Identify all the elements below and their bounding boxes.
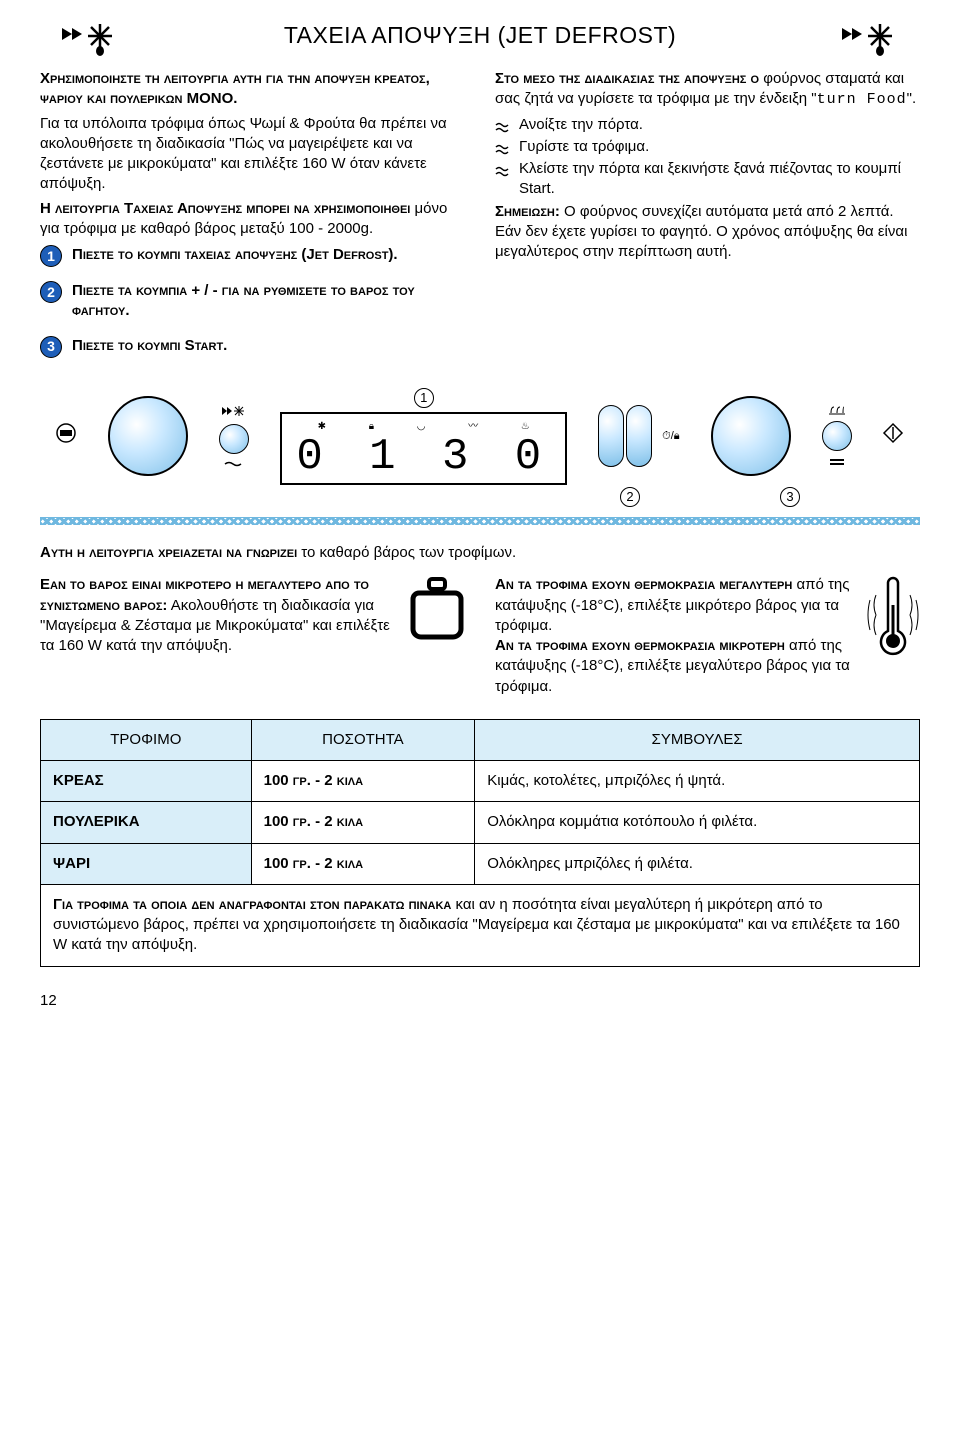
thermometer-icon (864, 575, 920, 665)
step-badge-1: 1 (40, 245, 62, 267)
wave-icon (495, 119, 511, 133)
time-dial[interactable] (711, 396, 791, 476)
jet-defrost-button[interactable] (219, 424, 249, 454)
cell-food: ΨΑΡΙ (41, 843, 252, 884)
power-dial[interactable] (108, 396, 188, 476)
table-header-row: ΤΡΟΦΙΜΟ ΠΟΣΟΤΗΤΑ ΣΥΜΒΟΥΛΕΣ (41, 719, 920, 760)
plus-button[interactable] (626, 405, 652, 467)
minus-button[interactable] (598, 405, 624, 467)
defrost-mini-stack (219, 404, 249, 468)
lcd-value: 0 1 3 0 (296, 435, 551, 479)
cell-tip: Κιμάς, κοτολέτες, μπριζόλες ή ψητά. (475, 761, 920, 802)
weight-left-text: Εαν το βαρος ειναι μικροτερο η μεγαλυτερ… (40, 575, 465, 656)
cell-food: ΠΟΥΛΕΡΙΚΑ (41, 802, 252, 843)
mini-defrost-icon (221, 404, 247, 418)
wave-icon (224, 460, 244, 468)
page-header: ΤΑΧΕΙΑ ΑΠΟΨΥΞΗ (JET DEFROST) (40, 20, 920, 51)
start-button[interactable] (822, 421, 852, 451)
table-row: ΚΡΕΑΣ 100 γρ. - 2 κιλα Κιμάς, κοτολέτες,… (41, 761, 920, 802)
grill-icon (829, 457, 845, 467)
th-qty: ΠΟΣΟΤΗΤΑ (251, 719, 475, 760)
lcd-lock-icon: 🔒︎ (369, 420, 374, 434)
weight-left: Εαν το βαρος ειναι μικροτερο η μεγαλυτερ… (40, 575, 465, 701)
step-3-text: Πιεστε το κουμπι Start. (72, 336, 465, 356)
step-2-text: Πιεστε τα κουμπια + / - για να ρυθμισετε… (72, 281, 465, 322)
cell-food: ΚΡΕΑΣ (41, 761, 252, 802)
cell-qty: 100 γρ. - 2 κιλα (251, 802, 475, 843)
lcd-snow-icon: ✱ (318, 420, 326, 434)
control-panel: 1 ✱ 🔒︎ ◡ 〰 ♨︎ 0 1 3 0 ⏱/🔒︎ (40, 378, 920, 508)
step-badge-3: 3 (40, 336, 62, 358)
weight-columns: Εαν το βαρος ειναι μικροτερο η μεγαλυτερ… (40, 575, 920, 701)
wave-icon (495, 163, 511, 177)
food-table: ΤΡΟΦΙΜΟ ΠΟΣΟΤΗΤΑ ΣΥΜΒΟΥΛΕΣ ΚΡΕΑΣ 100 γρ.… (40, 719, 920, 967)
plus-minus-buttons[interactable] (598, 405, 652, 467)
weight-icon (409, 575, 465, 641)
defrost-icon-left (60, 20, 120, 56)
weight-heading: Αυτη η λειτουργια χρειαζεται να γνωριζει… (40, 543, 920, 563)
bullet-2: Γυρίστε τα τρόφιμα. (495, 137, 920, 157)
callout-1: 1 (414, 388, 434, 408)
right-para-1: Στο μεσο της διαδικασιας της αποψυξης ο … (495, 69, 920, 111)
start-stack (822, 405, 852, 467)
weight-right-text: Αν τα τροφιμα εχουν θερμοκρασια μεγαλυτε… (495, 575, 920, 697)
stop-icon (55, 422, 77, 450)
step-badge-2: 2 (40, 281, 62, 303)
weight-right: Αν τα τροφιμα εχουν θερμοκρασια μεγαλυτε… (495, 575, 920, 701)
left-para-3: Η λειτουργια Ταχειας Αποψυξης μπορει να … (40, 199, 465, 240)
cell-qty: 100 γρ. - 2 κιλα (251, 843, 475, 884)
divider (40, 517, 920, 525)
right-column: Στο μεσο της διαδικασιας της αποψυξης ο … (495, 69, 920, 358)
lcd-display: ✱ 🔒︎ ◡ 〰 ♨︎ 0 1 3 0 (280, 412, 567, 486)
cell-tip: Ολόκληρα κομμάτια κοτόπουλο ή φιλέτα. (475, 802, 920, 843)
step-1-text: Πιεστε το κουμπι ταχειας αποψυξης (Jet D… (72, 245, 465, 265)
bullet-3-text: Κλείστε την πόρτα και ξεκινήστε ξανά πιέ… (519, 159, 920, 200)
clock-lock-label: ⏱/🔒︎ (662, 429, 680, 444)
table-footer-row: Για τροφιμα τα οποια δεν αναγραφονται στ… (41, 884, 920, 966)
step-1: 1 Πιεστε το κουμπι ταχειας αποψυξης (Jet… (40, 245, 465, 267)
left-column: Χρησιμοποιηστε τη λειτουργια αυτη για τη… (40, 69, 465, 358)
start-icon (882, 422, 904, 450)
steam-icon (828, 405, 846, 415)
cell-tip: Ολόκληρες μπριζόλες ή φιλέτα. (475, 843, 920, 884)
bullet-3: Κλείστε την πόρτα και ξεκινήστε ξανά πιέ… (495, 159, 920, 200)
cell-qty: 100 γρ. - 2 κιλα (251, 761, 475, 802)
bullet-1: Ανοίξτε την πόρτα. (495, 115, 920, 135)
th-tips: ΣΥΜΒΟΥΛΕΣ (475, 719, 920, 760)
lcd-wave-icon: 〰 (468, 420, 478, 434)
table-row: ΠΟΥΛΕΡΙΚΑ 100 γρ. - 2 κιλα Ολόκληρα κομμ… (41, 802, 920, 843)
th-food: ΤΡΟΦΙΜΟ (41, 719, 252, 760)
page-title: ΤΑΧΕΙΑ ΑΠΟΨΥΞΗ (JET DEFROST) (284, 20, 676, 51)
page-number: 12 (40, 991, 920, 1011)
step-2: 2 Πιεστε τα κουμπια + / - για να ρυθμισε… (40, 281, 465, 322)
defrost-icon-right (840, 20, 900, 56)
left-para-1: Χρησιμοποιηστε τη λειτουργια αυτη για τη… (40, 69, 465, 110)
table-footer-text: Για τροφιμα τα οποια δεν αναγραφονται στ… (41, 884, 920, 966)
left-para-2: Για τα υπόλοιπα τρόφιμα όπως Ψωμί & Φρού… (40, 114, 465, 195)
bullet-2-text: Γυρίστε τα τρόφιμα. (519, 137, 649, 157)
lcd-steam-icon: ♨︎ (521, 420, 530, 434)
intro-columns: Χρησιμοποιηστε τη λειτουργια αυτη για τη… (40, 69, 920, 358)
bullet-1-text: Ανοίξτε την πόρτα. (519, 115, 643, 135)
table-row: ΨΑΡΙ 100 γρ. - 2 κιλα Ολόκληρες μπριζόλε… (41, 843, 920, 884)
step-3: 3 Πιεστε το κουμπι Start. (40, 336, 465, 358)
wave-icon (495, 141, 511, 155)
right-note: Σημειωση: Ο φούρνος συνεχίζει αυτόματα μ… (495, 202, 920, 263)
lcd-dish-icon: ◡ (417, 420, 426, 434)
